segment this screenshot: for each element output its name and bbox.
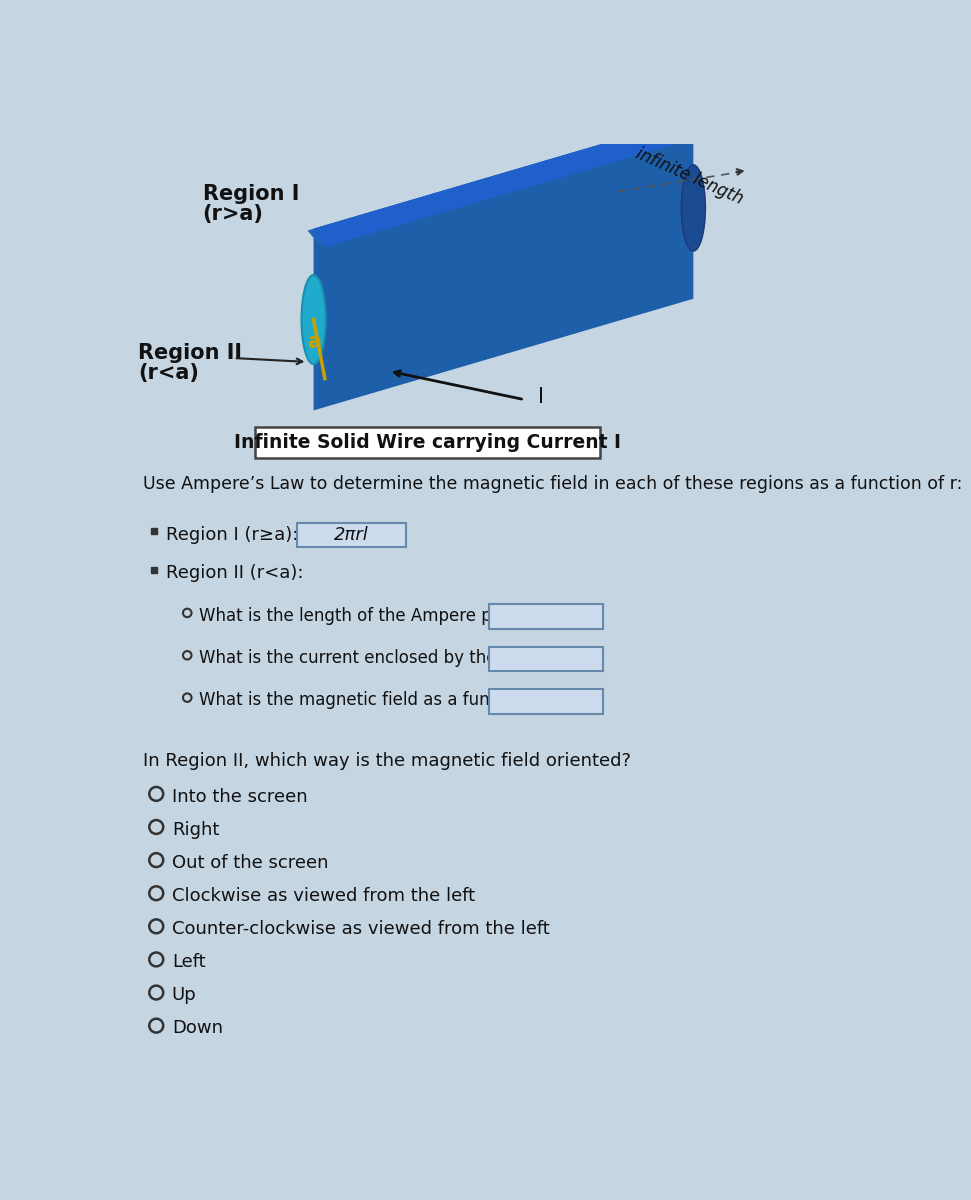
Text: Region I (r≥a):: Region I (r≥a): [166, 526, 299, 544]
Text: a: a [308, 332, 321, 353]
Text: Counter-clockwise as viewed from the left: Counter-clockwise as viewed from the lef… [172, 920, 550, 938]
Text: Into the screen: Into the screen [172, 787, 308, 805]
FancyBboxPatch shape [488, 605, 603, 629]
FancyBboxPatch shape [255, 427, 599, 458]
Text: (r>a): (r>a) [203, 204, 263, 224]
Text: Up: Up [172, 986, 196, 1004]
Text: infinite length: infinite length [633, 145, 746, 208]
Ellipse shape [301, 275, 325, 364]
Text: Infinite Solid Wire carrying Current I: Infinite Solid Wire carrying Current I [234, 433, 621, 452]
FancyBboxPatch shape [488, 647, 603, 672]
Text: Right: Right [172, 821, 219, 839]
Text: Region II: Region II [139, 343, 243, 362]
Text: Left: Left [172, 953, 206, 971]
Text: What is the length of the Ampere path?: What is the length of the Ampere path? [199, 607, 527, 625]
Text: Use Ampere’s Law to determine the magnetic field in each of these regions as a f: Use Ampere’s Law to determine the magnet… [143, 475, 962, 493]
Text: What is the magnetic field as a function of r?: What is the magnetic field as a function… [199, 691, 573, 709]
Text: Out of the screen: Out of the screen [172, 854, 328, 872]
Text: Region II (r<a):: Region II (r<a): [166, 564, 304, 582]
FancyBboxPatch shape [488, 689, 603, 714]
Text: Down: Down [172, 1020, 222, 1038]
Text: I: I [538, 386, 545, 407]
Text: (r<a): (r<a) [139, 362, 199, 383]
Polygon shape [314, 118, 705, 247]
Text: What is the current enclosed by the path?: What is the current enclosed by the path… [199, 649, 548, 667]
Text: Region I: Region I [203, 184, 299, 204]
Ellipse shape [682, 164, 705, 251]
Polygon shape [308, 119, 699, 245]
Text: Clockwise as viewed from the left: Clockwise as viewed from the left [172, 887, 475, 905]
Text: 2πrl: 2πrl [334, 526, 369, 544]
Text: In Region II, which way is the magnetic field oriented?: In Region II, which way is the magnetic … [143, 752, 631, 770]
FancyBboxPatch shape [297, 523, 406, 547]
Polygon shape [314, 118, 693, 410]
